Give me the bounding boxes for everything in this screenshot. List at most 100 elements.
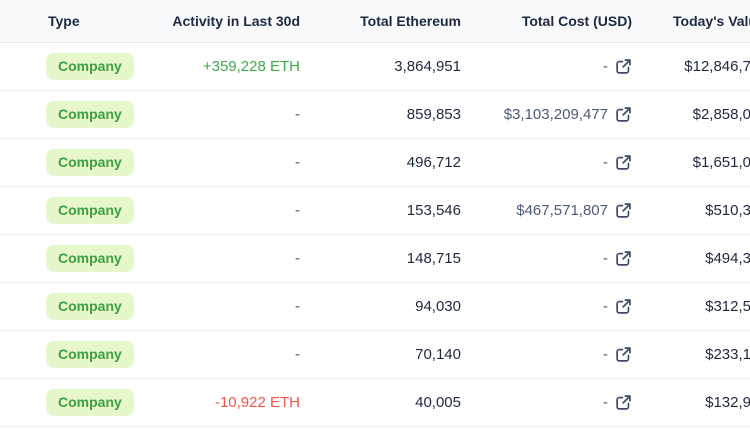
type-badge: Company <box>46 341 134 368</box>
column-header-todays-value: Today's Valu <box>673 13 750 29</box>
todays-value-cell: $2,858,0 <box>637 106 750 123</box>
total-ethereum-cell: 40,005 <box>302 394 463 411</box>
type-badge: Company <box>46 245 134 272</box>
total-cost-cell: $3,103,209,477 <box>463 106 637 124</box>
total-cost-value: - <box>603 297 608 315</box>
activity-value: +359,228 ETH <box>202 58 300 75</box>
total-cost-value: - <box>603 345 608 363</box>
todays-value: $233,1 <box>705 346 750 363</box>
total-cost-cell: - <box>463 58 637 76</box>
activity-value: - <box>295 250 300 267</box>
total-ethereum-cell: 70,140 <box>302 346 463 363</box>
table-row: Company - 496,712 - $1,651,0 <box>0 139 750 187</box>
total-ethereum-cell: 496,712 <box>302 154 463 171</box>
activity-cell: - <box>130 202 302 219</box>
activity-value: - <box>295 298 300 315</box>
total-ethereum-value: 94,030 <box>415 298 461 315</box>
total-cost-value: - <box>603 393 608 411</box>
todays-value: $494,3 <box>705 250 750 267</box>
total-ethereum-value: 496,712 <box>406 154 461 171</box>
todays-value: $312,5 <box>705 298 750 315</box>
total-ethereum-value: 70,140 <box>415 346 461 363</box>
type-badge: Company <box>46 101 134 128</box>
total-cost-link[interactable]: - <box>603 58 632 75</box>
total-cost-cell: - <box>463 298 637 316</box>
total-cost-link[interactable]: $467,571,807 <box>516 202 632 219</box>
total-ethereum-value: 3,864,951 <box>394 58 461 75</box>
total-ethereum-cell: 148,715 <box>302 250 463 267</box>
activity-cell: +359,228 ETH <box>130 58 302 75</box>
total-cost-value: $467,571,807 <box>516 201 608 219</box>
table-row: Company +359,228 ETH 3,864,951 - $12,846… <box>0 43 750 91</box>
type-badge: Company <box>46 197 134 224</box>
total-cost-value: $3,103,209,477 <box>503 105 608 123</box>
type-cell: Company <box>0 293 134 320</box>
activity-value: - <box>295 106 300 123</box>
total-cost-cell: $467,571,807 <box>463 202 637 220</box>
type-cell: Company <box>0 341 134 368</box>
todays-value-cell: $12,846,7 <box>637 58 750 75</box>
table-row: Company - 148,715 - $494,3 <box>0 235 750 283</box>
total-ethereum-value: 153,546 <box>406 202 461 219</box>
todays-value: $510,3 <box>705 202 750 219</box>
table-row: Company - 70,140 - $233,1 <box>0 331 750 379</box>
total-cost-cell: - <box>463 154 637 172</box>
todays-value-cell: $494,3 <box>637 250 750 267</box>
external-link-icon[interactable] <box>615 58 632 75</box>
total-ethereum-value: 40,005 <box>415 394 461 411</box>
total-cost-link[interactable]: - <box>603 346 632 363</box>
total-cost-value: - <box>603 153 608 171</box>
table-row: Company - 94,030 - $312,5 <box>0 283 750 331</box>
total-ethereum-value: 859,853 <box>406 106 461 123</box>
type-badge: Company <box>46 293 134 320</box>
external-link-icon[interactable] <box>615 394 632 411</box>
total-cost-cell: - <box>463 250 637 268</box>
total-cost-link[interactable]: - <box>603 298 632 315</box>
external-link-icon[interactable] <box>615 250 632 267</box>
todays-value: $132,9 <box>705 394 750 411</box>
total-cost-cell: - <box>463 346 637 364</box>
activity-cell: - <box>130 298 302 315</box>
column-header-total-ethereum: Total Ethereum <box>360 13 461 29</box>
todays-value: $2,858,0 <box>692 106 750 123</box>
activity-cell: - <box>130 346 302 363</box>
table-row: Company -10,922 ETH 40,005 - $132,9 <box>0 379 750 427</box>
type-badge: Company <box>46 53 134 80</box>
table-body: Company +359,228 ETH 3,864,951 - $12,846… <box>0 43 750 427</box>
type-cell: Company <box>0 245 134 272</box>
external-link-icon[interactable] <box>615 202 632 219</box>
total-cost-value: - <box>603 57 608 75</box>
table-row: Company - 153,546 $467,571,807 $510,3 <box>0 187 750 235</box>
todays-value: $1,651,0 <box>692 154 750 171</box>
activity-value: - <box>295 202 300 219</box>
total-cost-value: - <box>603 249 608 267</box>
todays-value-cell: $132,9 <box>637 394 750 411</box>
external-link-icon[interactable] <box>615 346 632 363</box>
activity-value: - <box>295 154 300 171</box>
todays-value-cell: $510,3 <box>637 202 750 219</box>
type-badge: Company <box>46 389 134 416</box>
todays-value-cell: $1,651,0 <box>637 154 750 171</box>
external-link-icon[interactable] <box>615 298 632 315</box>
type-badge: Company <box>46 149 134 176</box>
total-ethereum-value: 148,715 <box>406 250 461 267</box>
total-cost-link[interactable]: $3,103,209,477 <box>504 106 632 123</box>
activity-cell: - <box>130 106 302 123</box>
todays-value: $12,846,7 <box>684 58 750 75</box>
todays-value-cell: $233,1 <box>637 346 750 363</box>
activity-cell: - <box>130 250 302 267</box>
type-cell: Company <box>0 101 134 128</box>
type-cell: Company <box>0 53 134 80</box>
type-cell: Company <box>0 149 134 176</box>
total-cost-link[interactable]: - <box>603 250 632 267</box>
type-cell: Company <box>0 389 134 416</box>
activity-cell: - <box>130 154 302 171</box>
external-link-icon[interactable] <box>615 106 632 123</box>
external-link-icon[interactable] <box>615 154 632 171</box>
total-cost-link[interactable]: - <box>603 394 632 411</box>
column-header-activity: Activity in Last 30d <box>172 13 300 29</box>
activity-cell: -10,922 ETH <box>130 394 302 411</box>
total-cost-link[interactable]: - <box>603 154 632 171</box>
